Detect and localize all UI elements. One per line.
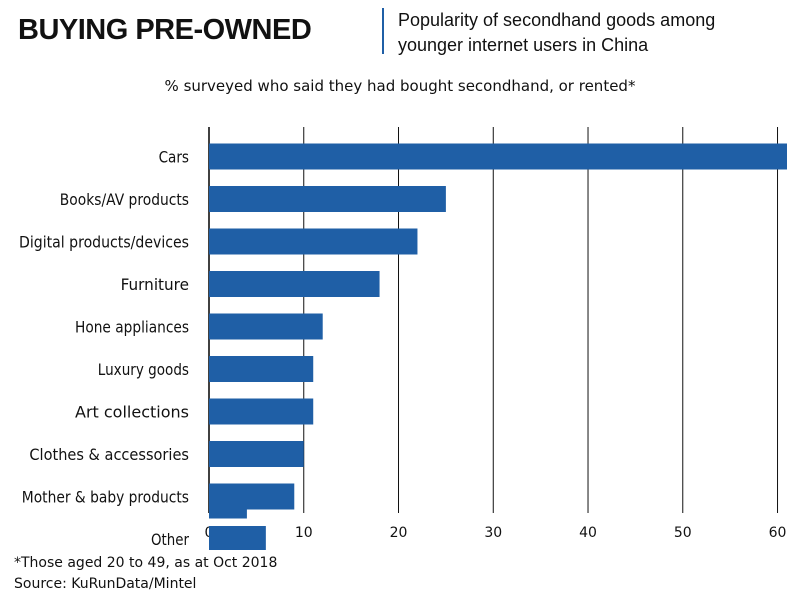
category-label: Digital products/devices — [19, 233, 189, 252]
category-label: Clothes & accessories — [29, 445, 189, 464]
bar — [209, 398, 314, 425]
category-label: Books/AV products — [60, 190, 189, 209]
chart-caption: % surveyed who said they had bought seco… — [164, 77, 636, 95]
bar — [209, 313, 323, 340]
bar — [209, 526, 266, 552]
bar — [209, 356, 314, 382]
category-label: Mother & baby products — [22, 488, 189, 507]
category-label: Luxury goods — [98, 360, 189, 379]
bar — [209, 271, 380, 297]
category-label: Other — [151, 530, 189, 549]
x-tick-label: 20 — [390, 525, 408, 541]
bar — [209, 483, 295, 510]
x-tick-label: 60 — [769, 525, 787, 541]
chart-headline: BUYING PRE-OWNED — [18, 14, 312, 46]
bar — [209, 143, 787, 170]
footnote: *Those aged 20 to 49, as at Oct 2018 Sou… — [14, 553, 277, 595]
x-tick-label: 50 — [674, 525, 692, 541]
subtitle-line-1: Popularity of secondhand goods among — [398, 10, 716, 30]
footnote-source: Source: KuRunData/Mintel — [14, 576, 197, 592]
category-label: Hone appliances — [75, 318, 189, 337]
bar — [209, 186, 446, 212]
category-label: Cars — [159, 148, 189, 167]
x-tick-label: 40 — [579, 525, 597, 541]
bar — [209, 228, 418, 255]
x-tick-label: 10 — [295, 525, 313, 541]
bar-extra-mark — [209, 507, 247, 519]
x-tick-label: 30 — [484, 525, 502, 541]
title-divider — [382, 8, 384, 54]
chart-subtitle: Popularity of secondhand goods among you… — [398, 8, 793, 58]
footnote-line-1: *Those aged 20 to 49, as at Oct 2018 — [14, 555, 278, 571]
category-label: Furniture — [121, 275, 189, 294]
subtitle-line-2: younger internet users in China — [398, 35, 649, 55]
bar-chart-svg: 0102030405060CarsBooks/AV productsDigita… — [19, 127, 787, 552]
bar — [209, 441, 304, 467]
category-label: Art collections — [75, 403, 189, 422]
chart-area: 0102030405060CarsBooks/AV productsDigita… — [19, 127, 787, 552]
